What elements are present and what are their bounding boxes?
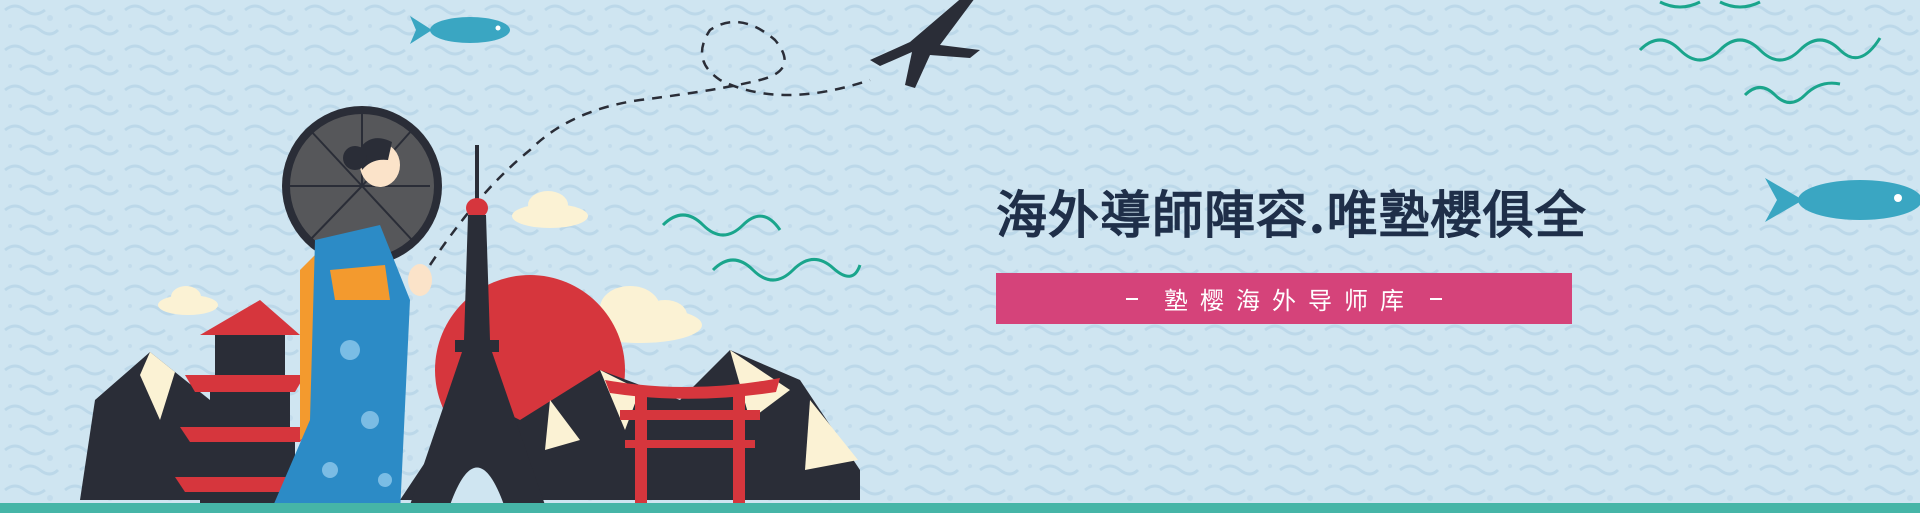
torii-gate-icon	[605, 378, 780, 513]
fish-icon	[1765, 178, 1920, 222]
fish-icon	[410, 16, 510, 44]
ribbon-dash-right	[1430, 297, 1442, 300]
ribbon-label: 塾樱海外导师库	[1164, 287, 1416, 315]
flight-path	[428, 20, 871, 266]
wave-icon	[661, 0, 1882, 282]
page-title: 海外導師陣容.唯塾櫻俱全	[996, 186, 1587, 246]
ground-strip	[0, 503, 1920, 513]
geisha-icon	[270, 106, 442, 513]
subtitle-ribbon: 塾樱海外导师库	[996, 273, 1572, 324]
airplane-icon	[870, 0, 980, 88]
ribbon-dash-left	[1126, 297, 1138, 300]
pagoda-icon	[175, 300, 315, 513]
tower-icon	[410, 145, 545, 505]
